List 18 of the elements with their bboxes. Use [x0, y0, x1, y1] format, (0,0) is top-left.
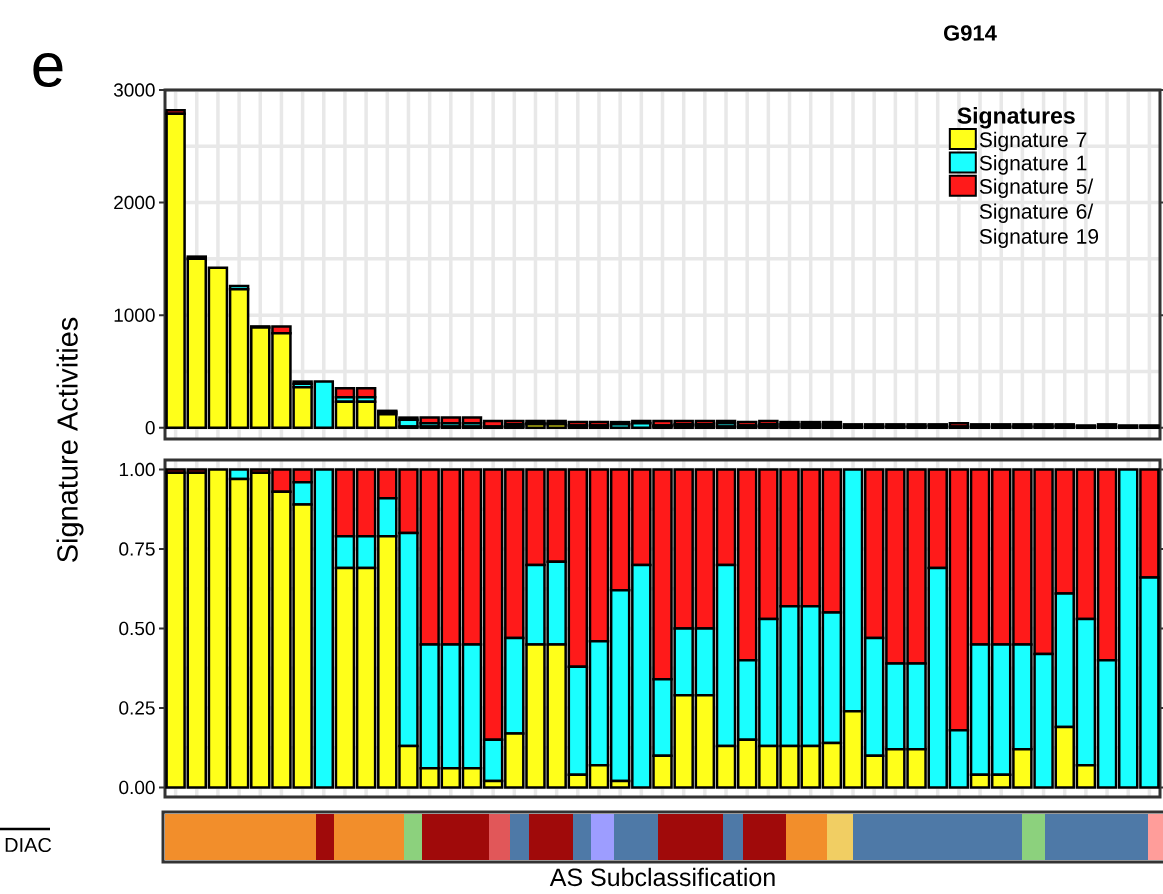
chart-title: G914	[944, 25, 997, 41]
y-tick-label: 0.75	[119, 542, 155, 556]
text: e	[33, 53, 63, 87]
text: DIAC	[5, 837, 52, 853]
y-axis-title: Signature Activities	[56, 317, 84, 562]
legend-label: Signature 1	[979, 155, 1087, 175]
legend-title: Signatures	[957, 106, 1075, 129]
legend-label: Signature 5/ Signature 6/ Signature 19	[979, 178, 1099, 249]
y-tick-label: 2000	[114, 195, 155, 210]
y-tick-label: 0.25	[119, 701, 155, 715]
y-tick-label: 1.00	[119, 462, 155, 477]
y-tick-label: 0	[145, 421, 155, 435]
y-tick-label: 1000	[114, 308, 155, 322]
y-tick-label: 0.50	[119, 621, 155, 636]
legend-label: Signature 7	[979, 131, 1087, 152]
y-tick-label: 0.00	[119, 780, 155, 795]
y-tick-label: 3000	[113, 83, 155, 97]
x-axis-title: AS Subclassification	[549, 867, 775, 887]
